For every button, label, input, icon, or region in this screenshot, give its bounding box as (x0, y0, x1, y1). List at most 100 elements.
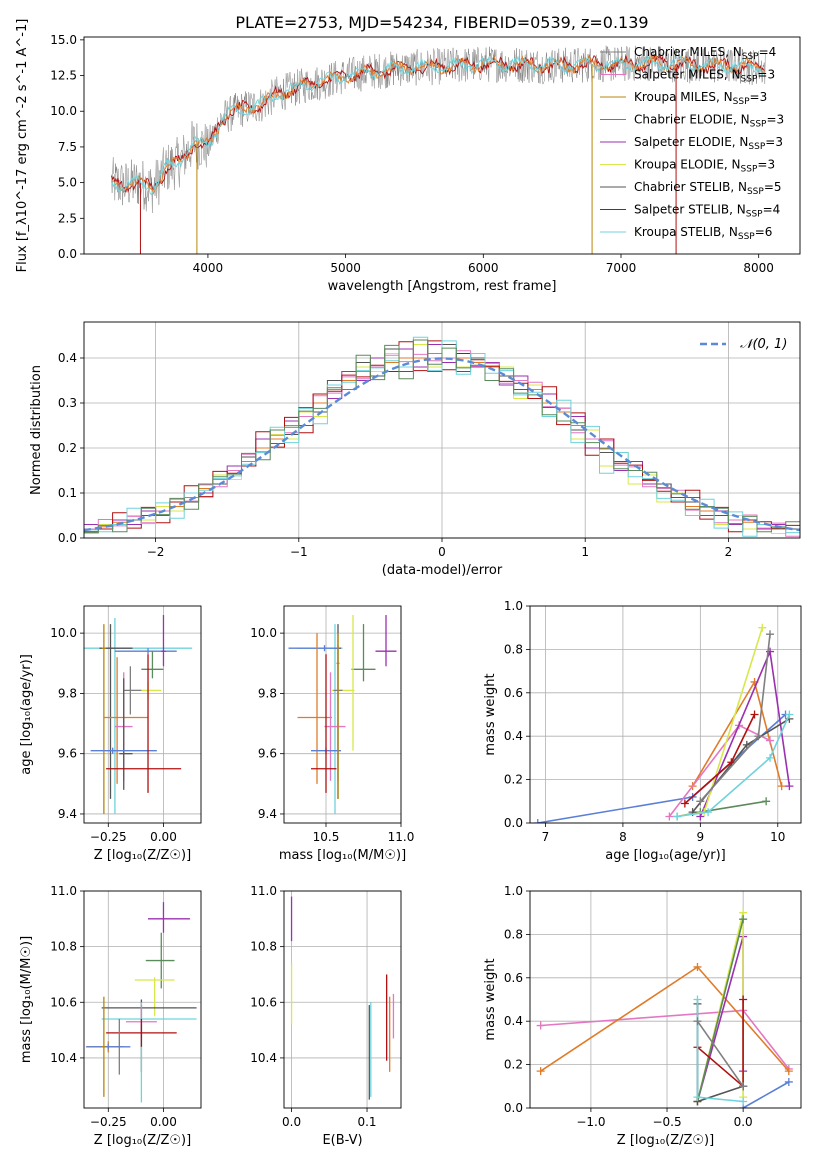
legend-label: Salpeter MILES, NSSP=3 (634, 68, 775, 85)
x-tick-label: −1 (290, 545, 308, 559)
weight-marker (680, 799, 689, 808)
weight-marker (739, 915, 748, 924)
weight-marker (754, 732, 763, 741)
age-vs-mass-panel: 10.5 11.0 9.4 9.6 9.8 10.0 mass [log₁₀(M/M☉)] (250, 605, 414, 863)
x-tick-label: 10.5 (313, 830, 340, 844)
y-tick-label: 0.4 (504, 729, 523, 743)
y-tick-label: 10.0 (250, 626, 277, 640)
spectrum-model-line (111, 54, 766, 194)
y-axis-label: mass weight (483, 673, 498, 755)
weight-marker (696, 797, 705, 806)
y-tick-label: 5.0 (58, 176, 77, 190)
gaussian-curve (84, 357, 800, 532)
legend-label: Chabrier ELODIE, NSSP=3 (634, 113, 784, 130)
axes-frame (83, 36, 801, 255)
x-axis-label: Z [log₁₀(Z/Z☉)] (94, 1133, 191, 1148)
mass-vs-ebv-panel: 0.0 0.1 10.4 10.6 10.8 11.0 E(B-V) (250, 884, 402, 1148)
weight-line (691, 679, 783, 787)
x-tick-label: 1 (581, 545, 589, 559)
x-tick-label: 10 (770, 830, 785, 844)
y-tick-label: 0.2 (504, 773, 523, 787)
plot-area (86, 902, 197, 1103)
weight-marker (762, 797, 771, 806)
weight-marker (739, 995, 748, 1004)
x-tick-label: 5000 (330, 261, 361, 275)
grid (84, 890, 201, 1108)
y-axis-label: mass [log₁₀(M/M☉)] (19, 936, 34, 1063)
y-tick-label: 15.0 (50, 33, 77, 47)
legend-label: Chabrier MILES, NSSP=4 (634, 45, 776, 62)
y-tick-label: 0.8 (504, 927, 523, 941)
axes-frame (529, 890, 802, 1109)
x-tick-label: −1.0 (576, 1115, 605, 1129)
y-tick-label: 0.6 (504, 686, 523, 700)
y-tick-label: 2.5 (58, 211, 77, 225)
y-axis-label: mass weight (483, 958, 498, 1040)
y-tick-label: 0.0 (504, 1101, 523, 1115)
y-tick-label: 0.0 (504, 816, 523, 830)
weight-line (676, 627, 764, 818)
x-axis-label: wavelength [Angstrom, rest frame] (328, 279, 557, 294)
y-tick-label: 10.8 (50, 940, 77, 954)
x-axis-label: Z [log₁₀(Z/Z☉)] (617, 1133, 714, 1148)
legend-label: Kroupa ELODIE, NSSP=3 (634, 158, 775, 175)
histogram-step (84, 339, 800, 534)
weight-line (696, 999, 744, 1103)
y-axis-label: Flux [f_λ10^-17 erg cm^-2 s^-1 A^-1] (15, 19, 30, 273)
weight-marker (777, 782, 786, 791)
y-tick-label: 0.1 (58, 486, 77, 500)
y-tick-label: 9.6 (58, 747, 77, 761)
x-tick-label: −0.25 (90, 830, 127, 844)
weight-marker (742, 740, 751, 749)
weight-marker (693, 995, 702, 1004)
spectrum-data-line (111, 45, 766, 214)
weight-marker (766, 630, 775, 639)
y-tick-label: 9.4 (58, 807, 77, 821)
weight-marker (766, 753, 775, 762)
y-tick-label: 9.4 (258, 807, 277, 821)
x-tick-label: 6000 (468, 261, 499, 275)
x-tick-label: 7 (542, 830, 550, 844)
weight-marker (673, 812, 682, 821)
x-tick-label: 9 (697, 830, 705, 844)
spectrum-legend: Chabrier MILES, NSSP=4 Salpeter MILES, NS… (600, 45, 784, 242)
grid (530, 890, 801, 1109)
histogram-legend: 𝒩(0, 1) (700, 337, 787, 352)
y-tick-label: 0.2 (58, 441, 77, 455)
weight-marker (784, 1077, 793, 1086)
x-tick-label: −2 (147, 545, 165, 559)
axes-frame (83, 605, 202, 824)
x-tick-label: 0 (438, 545, 446, 559)
x-axis-label: E(B-V) (322, 1133, 362, 1148)
weight-marker (766, 736, 775, 745)
legend-label: Chabrier STELIB, NSSP=5 (634, 180, 782, 197)
legend-label: Kroupa MILES, NSSP=3 (634, 90, 767, 107)
weight-marker (693, 1017, 702, 1026)
spectrum-panel: 4000 5000 6000 7000 8000 0.0 2.5 5.0 7.5 10.0 12.5… (15, 19, 801, 294)
weight-vs-metallicity-panel: −1.0 −0.5 0.0 0.0 0.2 0.4 0.6 0.8 1.0 Z [log₁₀(Z/… (483, 884, 802, 1148)
plot-area (533, 623, 794, 823)
grid (84, 606, 201, 823)
y-tick-label: 0.3 (58, 396, 77, 410)
y-tick-label: 0.0 (58, 247, 77, 261)
y-tick-label: 10.0 (50, 104, 77, 118)
x-tick-label: 7000 (606, 261, 637, 275)
weight-vs-age-panel: 7 8 9 10 0.0 0.2 0.4 0.6 0.8 1.0 age [log₁₀(age/yr… (483, 599, 802, 863)
y-tick-label: 11.0 (50, 884, 77, 898)
weight-marker (739, 1082, 748, 1091)
legend-label: Salpeter ELODIE, NSSP=3 (634, 135, 783, 152)
plot-area (290, 896, 395, 1100)
axes-frame (83, 890, 202, 1109)
y-tick-label: 9.8 (58, 686, 77, 700)
weight-marker (727, 758, 736, 767)
weight-marker (536, 1067, 545, 1076)
y-tick-label: 0.6 (504, 971, 523, 985)
y-tick-label: 9.6 (258, 747, 277, 761)
figure-title: PLATE=2753, MJD=54234, FIBERID=0539, z=0… (235, 13, 648, 32)
x-tick-label: 0.00 (150, 1115, 177, 1129)
weight-marker (693, 1093, 702, 1102)
x-tick-label: 0.1 (357, 1115, 376, 1129)
grid (284, 890, 401, 1108)
x-axis-label: Z [log₁₀(Z/Z☉)] (94, 848, 191, 863)
weight-line (696, 1020, 744, 1087)
